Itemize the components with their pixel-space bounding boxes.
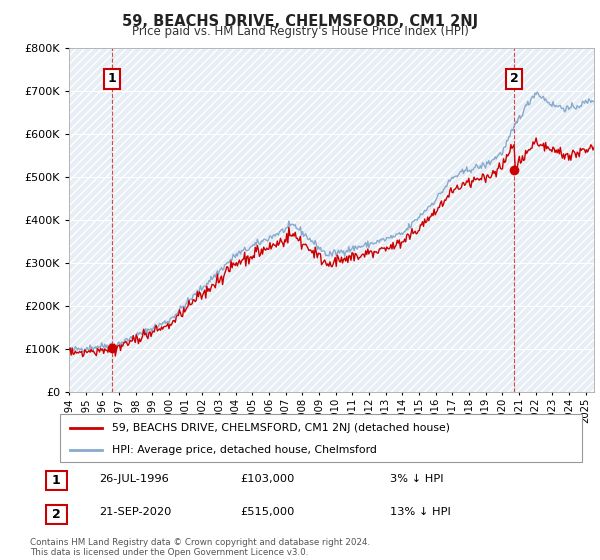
- Text: 59, BEACHS DRIVE, CHELMSFORD, CM1 2NJ (detached house): 59, BEACHS DRIVE, CHELMSFORD, CM1 2NJ (d…: [112, 423, 450, 433]
- Text: £515,000: £515,000: [240, 507, 295, 517]
- Text: HPI: Average price, detached house, Chelmsford: HPI: Average price, detached house, Chel…: [112, 445, 377, 455]
- Text: Price paid vs. HM Land Registry's House Price Index (HPI): Price paid vs. HM Land Registry's House …: [131, 25, 469, 38]
- FancyBboxPatch shape: [46, 471, 67, 490]
- Text: 2: 2: [510, 72, 519, 85]
- FancyBboxPatch shape: [60, 414, 582, 462]
- Text: 2: 2: [52, 507, 61, 521]
- Text: 13% ↓ HPI: 13% ↓ HPI: [390, 507, 451, 517]
- Text: 1: 1: [52, 474, 61, 487]
- Text: 1: 1: [107, 72, 116, 85]
- Text: £103,000: £103,000: [240, 474, 295, 484]
- FancyBboxPatch shape: [46, 505, 67, 524]
- Text: 3% ↓ HPI: 3% ↓ HPI: [390, 474, 443, 484]
- Text: 59, BEACHS DRIVE, CHELMSFORD, CM1 2NJ: 59, BEACHS DRIVE, CHELMSFORD, CM1 2NJ: [122, 14, 478, 29]
- Text: Contains HM Land Registry data © Crown copyright and database right 2024.
This d: Contains HM Land Registry data © Crown c…: [30, 538, 370, 557]
- Text: 26-JUL-1996: 26-JUL-1996: [99, 474, 169, 484]
- Text: 21-SEP-2020: 21-SEP-2020: [99, 507, 172, 517]
